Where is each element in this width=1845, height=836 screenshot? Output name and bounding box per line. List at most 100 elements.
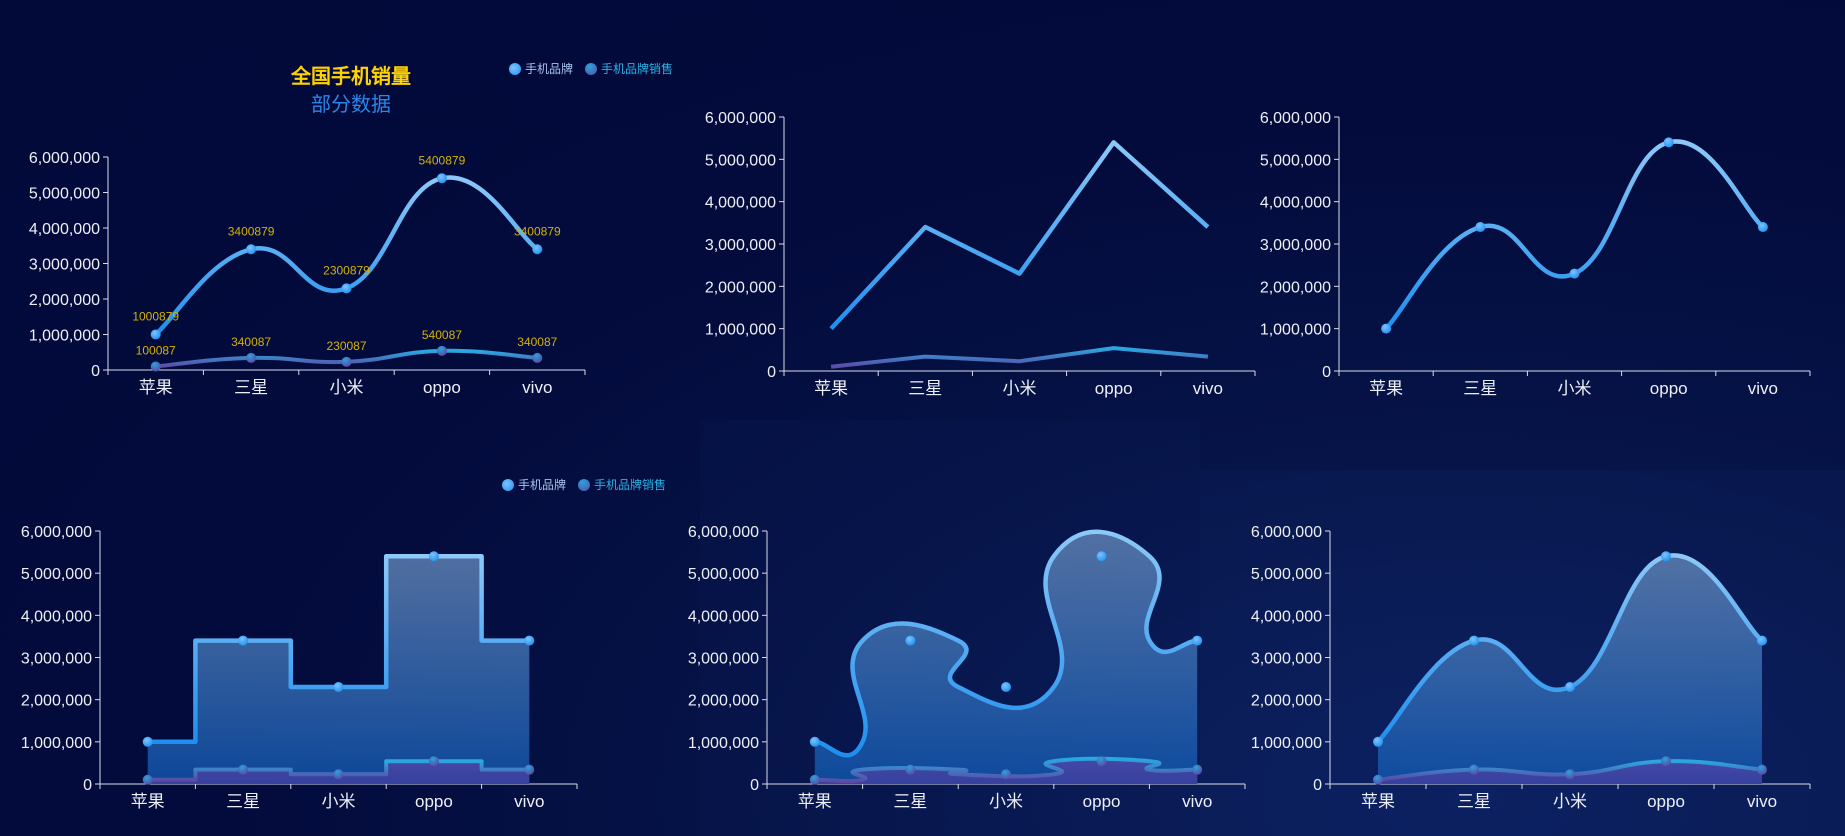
y-tick-label: 6,000,000 — [688, 524, 759, 541]
data-point — [333, 769, 344, 780]
data-point — [341, 283, 352, 294]
data-point — [1096, 756, 1107, 767]
x-tick-label: 苹果 — [1369, 379, 1403, 398]
legend-dot-icon[interactable] — [509, 62, 521, 75]
chart-2: 0 1,000,000 2,000,000 3,000,000 4,000,000 5,0… — [705, 110, 1256, 398]
y-tick-label: 0 — [83, 777, 92, 794]
chart-5: 0 1,000,000 2,000,000 3,000,000 4,000,000 5,0… — [688, 524, 1246, 811]
y-tick-label: 1,000,000 — [688, 735, 759, 752]
x-tick-label: 苹果 — [131, 792, 165, 811]
y-tick-label: 1,000,000 — [29, 328, 100, 345]
y-tick-label: 4,000,000 — [29, 221, 100, 238]
legend-item-sales[interactable]: 手机品牌销售 — [601, 62, 674, 76]
y-tick-label: 1,000,000 — [705, 322, 776, 339]
data-point — [238, 635, 249, 646]
y-tick-label: 5,000,000 — [705, 152, 776, 169]
data-label: 5400879 — [419, 153, 466, 167]
data-point — [1381, 323, 1392, 334]
data-point — [1469, 764, 1479, 775]
data-point — [1569, 268, 1580, 279]
x-tick-label: 三星 — [908, 379, 942, 398]
y-tick-label: 0 — [750, 777, 759, 794]
y-tick-label: 0 — [91, 363, 100, 380]
data-point — [1565, 681, 1575, 692]
y-tick-label: 4,000,000 — [1260, 195, 1331, 212]
data-point — [341, 356, 352, 367]
y-tick-label: 2,000,000 — [1251, 693, 1322, 710]
y-tick-label: 3,000,000 — [29, 257, 100, 274]
y-tick-label: 2,000,000 — [688, 693, 759, 710]
x-tick-label: vivo — [522, 378, 552, 397]
data-point — [428, 756, 439, 767]
y-tick-label: 2,000,000 — [29, 292, 100, 309]
x-tick-label: 小米 — [989, 792, 1023, 811]
legend-item-brand[interactable]: 手机品牌 — [525, 62, 574, 76]
data-point — [436, 345, 447, 356]
data-point — [1661, 551, 1671, 562]
legend-dot-icon[interactable] — [502, 478, 514, 491]
y-tick-label: 5,000,000 — [1260, 152, 1331, 169]
chart-subtitle: 部分数据 — [311, 94, 391, 116]
data-point — [532, 244, 543, 255]
legend-top: 手机品牌 手机品牌销售 — [509, 60, 673, 77]
series-area-2 — [1378, 761, 1762, 784]
legend-dot-icon[interactable] — [585, 62, 598, 75]
chart-1: 0 1,000,000 2,000,000 3,000,000 4,000,000 5,0… — [29, 150, 586, 397]
x-tick-label: 小米 — [1003, 379, 1037, 398]
y-tick-label: 3,000,000 — [705, 237, 776, 254]
y-tick-label: 1,000,000 — [21, 735, 92, 752]
data-label: 230087 — [326, 339, 366, 353]
data-point — [150, 361, 161, 372]
y-tick-label: 3,000,000 — [1251, 651, 1322, 668]
y-tick-label: 6,000,000 — [21, 524, 92, 541]
chart-3: 0 1,000,000 2,000,000 3,000,000 4,000,000 5,0… — [1260, 110, 1811, 398]
data-point — [1192, 635, 1203, 646]
data-point — [905, 635, 916, 646]
y-tick-label: 6,000,000 — [705, 110, 776, 127]
series-area-1 — [1378, 555, 1762, 784]
x-tick-label: 小米 — [322, 792, 356, 811]
data-point — [1192, 764, 1203, 775]
data-label: 340087 — [517, 335, 557, 349]
x-tick-label: 苹果 — [814, 379, 848, 398]
series-line-1 — [154, 175, 539, 337]
y-tick-label: 4,000,000 — [688, 608, 759, 625]
data-point — [150, 329, 161, 340]
data-point — [1565, 769, 1575, 780]
y-tick-label: 2,000,000 — [21, 693, 92, 710]
legend-dot-icon[interactable] — [578, 478, 591, 491]
x-tick-label: 小米 — [330, 378, 364, 397]
data-label: 2300879 — [323, 263, 370, 277]
data-point — [1475, 222, 1486, 233]
legend-item-sales[interactable]: 手机品牌销售 — [594, 478, 667, 492]
data-point — [1469, 635, 1479, 646]
data-point — [1096, 551, 1107, 562]
y-tick-label: 6,000,000 — [1251, 524, 1322, 541]
x-tick-label: 三星 — [234, 378, 268, 397]
data-point — [524, 764, 535, 775]
chart-title: 全国手机销量 — [291, 66, 411, 88]
y-tick-label: 4,000,000 — [21, 608, 92, 625]
legend-item-brand[interactable]: 手机品牌 — [518, 478, 567, 492]
data-point — [809, 774, 820, 785]
x-tick-label: 苹果 — [139, 378, 173, 397]
y-tick-label: 0 — [1313, 777, 1322, 794]
series-area-1 — [147, 556, 530, 784]
data-point — [524, 635, 535, 646]
y-tick-label: 5,000,000 — [29, 186, 100, 203]
y-tick-label: 5,000,000 — [1251, 566, 1322, 583]
x-tick-label: 三星 — [1463, 379, 1497, 398]
data-point — [1373, 774, 1383, 785]
data-point — [1757, 222, 1768, 233]
data-point — [1661, 756, 1671, 767]
y-tick-label: 5,000,000 — [688, 566, 759, 583]
y-tick-label: 2,000,000 — [705, 279, 776, 296]
y-tick-label: 3,000,000 — [1260, 237, 1331, 254]
data-point — [1373, 736, 1383, 747]
chart-6: 0 1,000,000 2,000,000 3,000,000 4,000,000 5,0… — [1251, 524, 1811, 811]
x-tick-label: 苹果 — [798, 792, 832, 811]
x-tick-label: oppo — [1095, 379, 1133, 398]
series-area-1 — [814, 531, 1198, 784]
x-tick-label: 苹果 — [1361, 792, 1395, 811]
